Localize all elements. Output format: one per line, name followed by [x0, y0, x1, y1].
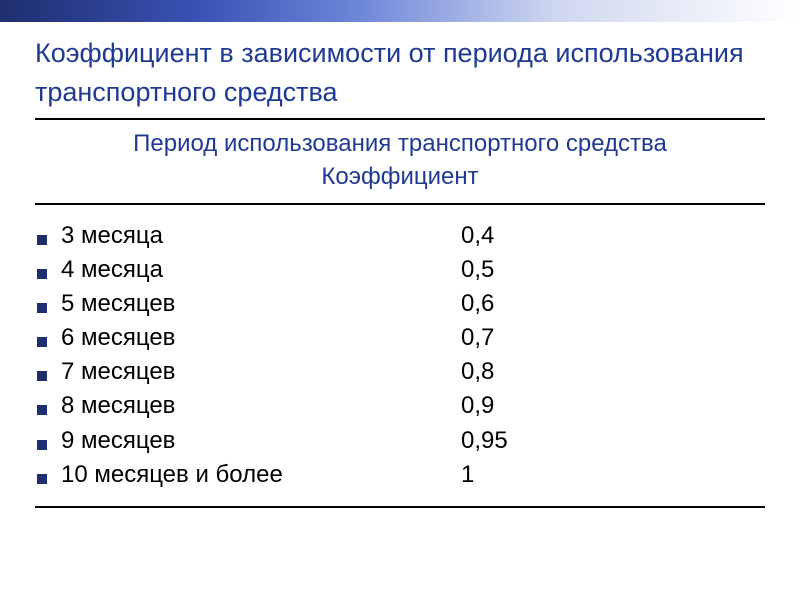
period-cell: 4 месяца	[61, 253, 461, 287]
coef-cell: 0,5	[461, 253, 494, 287]
table-header: Период использования транспортного средс…	[35, 120, 765, 203]
bullet-icon	[37, 269, 47, 279]
period-cell: 9 месяцев	[61, 424, 461, 458]
coef-cell: 0,7	[461, 321, 494, 355]
coef-cell: 0,4	[461, 219, 494, 253]
period-cell: 7 месяцев	[61, 355, 461, 389]
slide-title: Коэффициент в зависимости от периода исп…	[35, 22, 765, 118]
table-row: 9 месяцев 0,95	[35, 424, 765, 458]
bullet-icon	[37, 337, 47, 347]
bullet-icon	[37, 474, 47, 484]
period-cell: 3 месяца	[61, 219, 461, 253]
period-cell: 5 месяцев	[61, 287, 461, 321]
table-header-line-1: Период использования транспортного средс…	[35, 128, 765, 160]
table-row: 4 месяца 0,5	[35, 253, 765, 287]
table-row: 5 месяцев 0,6	[35, 287, 765, 321]
top-gradient-bar	[0, 0, 800, 22]
table-body: 3 месяца 0,4 4 месяца 0,5 5 месяцев 0,6 …	[35, 205, 765, 506]
table-row: 10 месяцев и более 1	[35, 458, 765, 492]
period-cell: 8 месяцев	[61, 389, 461, 423]
coef-cell: 0,8	[461, 355, 494, 389]
period-cell: 10 месяцев и более	[61, 458, 461, 492]
slide-content: Коэффициент в зависимости от периода исп…	[0, 22, 800, 508]
table-row: 8 месяцев 0,9	[35, 389, 765, 423]
divider-bottom	[35, 506, 765, 508]
bullet-icon	[37, 235, 47, 245]
coef-cell: 0,6	[461, 287, 494, 321]
table-row: 3 месяца 0,4	[35, 219, 765, 253]
table-header-line-2: Коэффициент	[35, 161, 765, 193]
bullet-icon	[37, 371, 47, 381]
bullet-icon	[37, 440, 47, 450]
bullet-icon	[37, 303, 47, 313]
bullet-icon	[37, 405, 47, 415]
table-row: 6 месяцев 0,7	[35, 321, 765, 355]
coef-cell: 0,95	[461, 424, 508, 458]
coef-cell: 1	[461, 458, 474, 492]
period-cell: 6 месяцев	[61, 321, 461, 355]
coef-cell: 0,9	[461, 389, 494, 423]
table-row: 7 месяцев 0,8	[35, 355, 765, 389]
